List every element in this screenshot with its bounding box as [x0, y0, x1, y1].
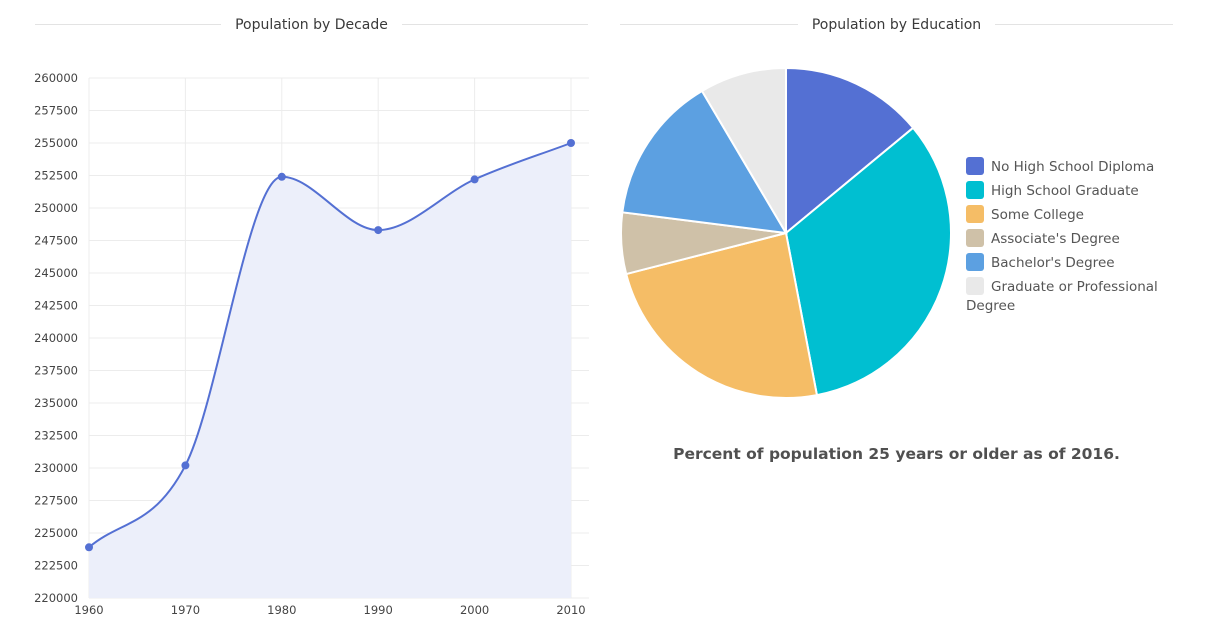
pie-caption: Percent of population 25 years or older …	[673, 445, 1120, 463]
y-tick-label: 222500	[34, 559, 78, 573]
legend-label: Bachelor's Degree	[991, 255, 1115, 271]
data-point-1960[interactable]	[85, 543, 93, 552]
pie-slice-some-college[interactable]	[624, 231, 819, 399]
y-tick-label: 242500	[34, 299, 78, 313]
legend-swatch	[966, 205, 984, 223]
x-tick-label: 2000	[460, 603, 489, 617]
y-tick-label: 230000	[34, 461, 78, 475]
y-tick-label: 247500	[34, 234, 78, 248]
pie-slice-graduate-or-professional-degree[interactable]	[700, 66, 787, 237]
pie-slice-bachelor-s-degree[interactable]	[621, 89, 788, 235]
y-tick-label: 237500	[34, 364, 78, 378]
y-tick-label: 255000	[34, 136, 78, 150]
y-tick-label: 235000	[34, 396, 78, 410]
legend-label: Graduate or Professional Degree	[966, 279, 1158, 314]
data-point-1980[interactable]	[277, 172, 286, 181]
y-tick-label: 245000	[34, 266, 78, 280]
x-tick-label: 1980	[267, 603, 296, 617]
legend-item[interactable]: Bachelor's Degree	[966, 253, 1166, 273]
x-tick-label: 1990	[364, 603, 393, 617]
y-tick-label: 252500	[34, 169, 78, 183]
legend-swatch	[966, 277, 984, 295]
y-tick-label: 257500	[34, 104, 78, 118]
legend-swatch	[966, 181, 984, 199]
legend-item[interactable]: Some College	[966, 205, 1166, 225]
legend-item[interactable]: No High School Diploma	[966, 157, 1166, 177]
population-area-fill	[89, 143, 571, 598]
y-tick-label: 260000	[34, 71, 78, 85]
y-tick-label: 225000	[34, 526, 78, 540]
population-line-chart: 220000 222500 225000 227500 230000 232500 2350…	[34, 71, 589, 617]
data-point-1990[interactable]	[374, 226, 383, 235]
pie-chart-title: Population by Education	[797, 17, 996, 33]
legend-label: Some College	[991, 207, 1084, 223]
legend-swatch	[966, 157, 984, 175]
legend-label: Associate's Degree	[991, 231, 1120, 247]
y-tick-label: 240000	[34, 331, 78, 345]
legend-item[interactable]: Associate's Degree	[966, 229, 1166, 249]
pie-slice-high-school-graduate[interactable]	[784, 126, 952, 397]
pie-slice-no-high-school-diploma[interactable]	[785, 66, 915, 236]
education-pie-chart	[620, 66, 952, 399]
x-tick-label: 1960	[74, 603, 103, 617]
y-tick-label: 250000	[34, 201, 78, 215]
pie-legend: No High School Diploma High School Gradua…	[966, 157, 1166, 320]
x-tick-label: 1970	[171, 603, 200, 617]
data-point-2000[interactable]	[470, 175, 479, 184]
data-point-2010[interactable]	[567, 139, 575, 147]
y-tick-label: 220000	[34, 591, 78, 605]
legend-swatch	[966, 229, 984, 247]
legend-item[interactable]: Graduate or Professional Degree	[966, 277, 1166, 316]
line-chart-title: Population by Decade	[221, 17, 402, 33]
legend-label: High School Graduate	[991, 183, 1139, 199]
legend-label: No High School Diploma	[991, 159, 1155, 175]
y-tick-label: 232500	[34, 429, 78, 443]
y-tick-label: 227500	[34, 494, 78, 508]
line-chart-header: Population by Decade	[35, 14, 588, 36]
legend-swatch	[966, 253, 984, 271]
pie-chart-header: Population by Education	[620, 14, 1173, 36]
legend-item[interactable]: High School Graduate	[966, 181, 1166, 201]
data-point-1970[interactable]	[181, 461, 190, 470]
x-tick-label: 2010	[556, 603, 585, 617]
